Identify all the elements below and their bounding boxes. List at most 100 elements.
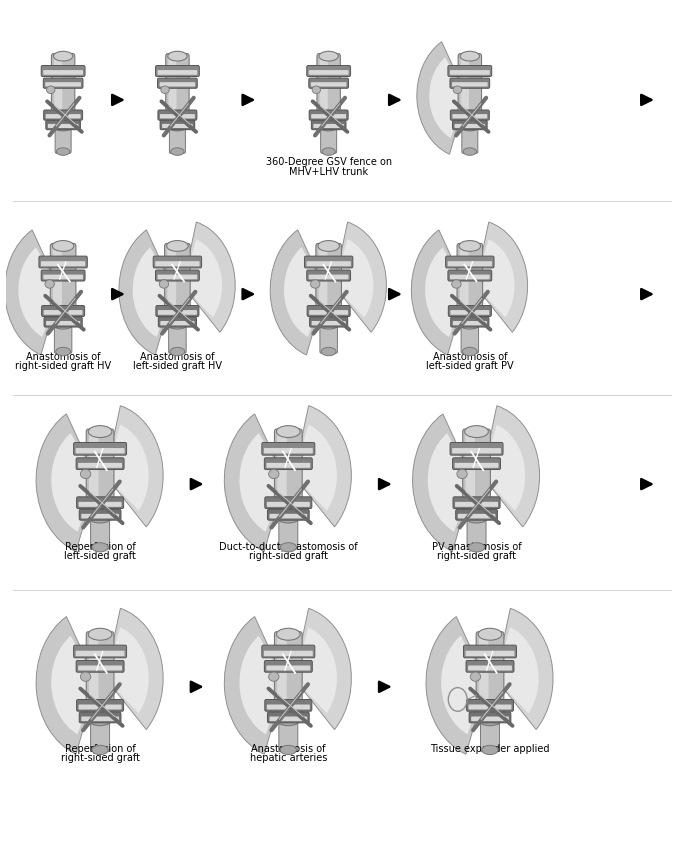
- Ellipse shape: [464, 511, 488, 523]
- FancyBboxPatch shape: [277, 433, 287, 516]
- Ellipse shape: [318, 241, 339, 252]
- FancyBboxPatch shape: [453, 496, 500, 508]
- FancyBboxPatch shape: [277, 635, 287, 719]
- Ellipse shape: [53, 122, 73, 131]
- FancyBboxPatch shape: [476, 632, 504, 722]
- Text: Anastomosis of: Anastomosis of: [251, 745, 326, 754]
- FancyBboxPatch shape: [265, 496, 312, 508]
- FancyBboxPatch shape: [320, 325, 337, 354]
- Ellipse shape: [268, 469, 279, 479]
- Wedge shape: [495, 634, 536, 704]
- Wedge shape: [106, 405, 163, 527]
- Ellipse shape: [89, 511, 112, 523]
- FancyBboxPatch shape: [78, 705, 122, 710]
- Ellipse shape: [460, 51, 479, 61]
- FancyBboxPatch shape: [81, 513, 119, 518]
- Ellipse shape: [471, 672, 481, 682]
- Wedge shape: [252, 655, 285, 715]
- FancyBboxPatch shape: [158, 310, 197, 314]
- Wedge shape: [284, 247, 326, 337]
- FancyBboxPatch shape: [78, 462, 122, 468]
- FancyBboxPatch shape: [479, 635, 488, 719]
- FancyBboxPatch shape: [445, 256, 494, 268]
- FancyBboxPatch shape: [279, 518, 298, 549]
- Ellipse shape: [168, 51, 187, 61]
- Ellipse shape: [312, 86, 321, 94]
- Wedge shape: [475, 222, 528, 332]
- Wedge shape: [63, 453, 97, 512]
- FancyBboxPatch shape: [165, 243, 190, 326]
- FancyBboxPatch shape: [79, 509, 121, 520]
- FancyBboxPatch shape: [46, 120, 80, 130]
- Wedge shape: [106, 425, 148, 511]
- Wedge shape: [425, 247, 466, 337]
- Ellipse shape: [92, 542, 108, 552]
- FancyBboxPatch shape: [45, 82, 81, 87]
- Ellipse shape: [276, 511, 300, 523]
- FancyBboxPatch shape: [89, 635, 99, 719]
- FancyBboxPatch shape: [481, 721, 499, 751]
- Ellipse shape: [459, 241, 481, 252]
- FancyBboxPatch shape: [468, 666, 512, 671]
- FancyBboxPatch shape: [450, 310, 490, 314]
- Wedge shape: [439, 74, 466, 122]
- FancyBboxPatch shape: [450, 70, 490, 75]
- Wedge shape: [334, 258, 362, 300]
- FancyBboxPatch shape: [270, 513, 307, 518]
- Text: right-sided graft: right-sided graft: [249, 551, 328, 561]
- FancyBboxPatch shape: [55, 128, 71, 153]
- Wedge shape: [252, 453, 285, 512]
- FancyBboxPatch shape: [91, 721, 110, 751]
- Wedge shape: [51, 434, 97, 531]
- Text: Anastomosis of: Anastomosis of: [432, 352, 507, 361]
- FancyBboxPatch shape: [450, 78, 490, 88]
- FancyBboxPatch shape: [43, 70, 83, 75]
- Wedge shape: [106, 647, 136, 694]
- Ellipse shape: [459, 318, 481, 329]
- FancyBboxPatch shape: [266, 462, 311, 468]
- FancyBboxPatch shape: [158, 110, 197, 120]
- FancyBboxPatch shape: [81, 717, 119, 721]
- Wedge shape: [334, 239, 373, 317]
- Wedge shape: [426, 254, 466, 332]
- FancyBboxPatch shape: [78, 502, 122, 507]
- Wedge shape: [240, 440, 285, 525]
- FancyBboxPatch shape: [458, 513, 495, 518]
- FancyBboxPatch shape: [155, 65, 200, 76]
- FancyBboxPatch shape: [308, 78, 349, 88]
- Wedge shape: [294, 627, 337, 713]
- FancyBboxPatch shape: [452, 82, 488, 87]
- Wedge shape: [294, 634, 334, 704]
- Wedge shape: [133, 247, 174, 337]
- Text: 360-Degree GSV fence on: 360-Degree GSV fence on: [266, 157, 392, 167]
- Wedge shape: [294, 647, 324, 694]
- FancyBboxPatch shape: [458, 54, 481, 128]
- FancyBboxPatch shape: [74, 645, 127, 658]
- FancyBboxPatch shape: [464, 645, 516, 658]
- Ellipse shape: [159, 280, 169, 288]
- FancyBboxPatch shape: [156, 305, 199, 316]
- FancyBboxPatch shape: [91, 518, 110, 549]
- Text: Tissue expander applied: Tissue expander applied: [430, 745, 550, 754]
- Ellipse shape: [167, 318, 188, 329]
- FancyBboxPatch shape: [466, 700, 513, 711]
- FancyBboxPatch shape: [471, 717, 509, 721]
- FancyBboxPatch shape: [46, 321, 80, 326]
- Ellipse shape: [321, 348, 336, 355]
- FancyBboxPatch shape: [264, 458, 313, 469]
- Ellipse shape: [318, 318, 339, 329]
- FancyBboxPatch shape: [454, 124, 485, 128]
- FancyBboxPatch shape: [76, 660, 124, 672]
- FancyBboxPatch shape: [170, 128, 185, 153]
- FancyBboxPatch shape: [42, 270, 85, 281]
- FancyBboxPatch shape: [319, 57, 328, 125]
- Wedge shape: [294, 609, 351, 729]
- Ellipse shape: [454, 86, 462, 94]
- Ellipse shape: [460, 122, 479, 131]
- FancyBboxPatch shape: [48, 124, 78, 128]
- Ellipse shape: [478, 628, 502, 640]
- FancyBboxPatch shape: [264, 651, 313, 656]
- FancyBboxPatch shape: [266, 666, 311, 671]
- Text: MHV+LHV trunk: MHV+LHV trunk: [289, 167, 368, 177]
- FancyBboxPatch shape: [44, 110, 82, 120]
